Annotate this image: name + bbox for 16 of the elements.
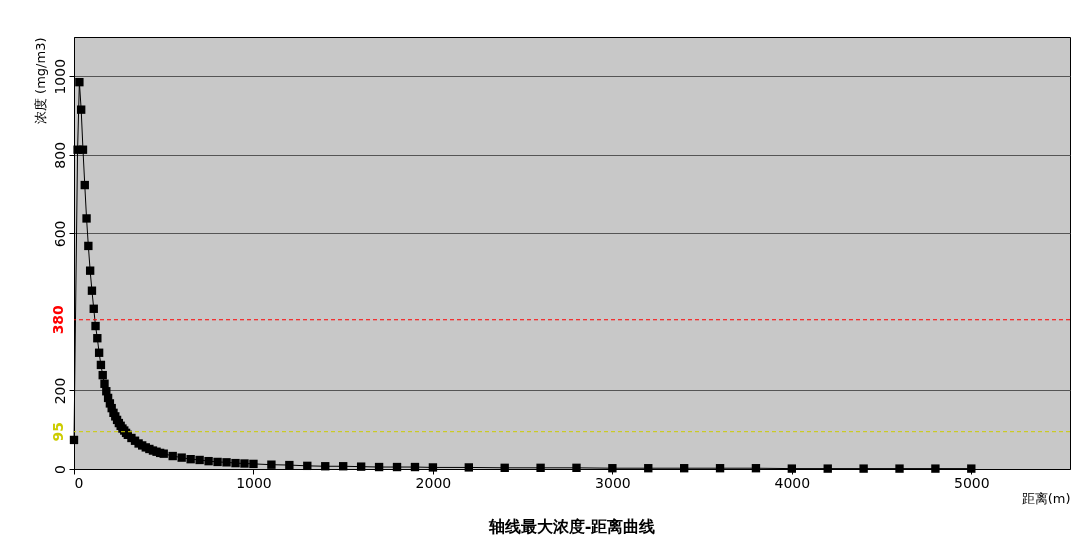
y-tick-label: 200 [51, 377, 68, 405]
x-axis-title: 距离(m) [1021, 490, 1071, 506]
y-tick-label: 1000 [51, 58, 68, 95]
ref-line-label: 95 [50, 421, 66, 442]
text: 轴线最大浓度-距离曲线 [487, 517, 656, 536]
ref-line-label: 380 [50, 304, 66, 335]
y-tick-label: 600 [51, 220, 68, 248]
x-tick-label: 3000 [595, 474, 631, 491]
y-axis-title: 浓度 (mg/m3) [32, 37, 48, 125]
x-tick-label: 0 [74, 474, 84, 491]
x-tick-label: 5000 [953, 474, 990, 491]
x-tick-label: 2000 [415, 474, 452, 491]
y-tick-label: 0 [51, 465, 68, 474]
y-tick-label: 800 [51, 141, 68, 169]
x-tick-label: 1000 [236, 474, 272, 491]
x-tick-label: 4000 [774, 474, 811, 491]
